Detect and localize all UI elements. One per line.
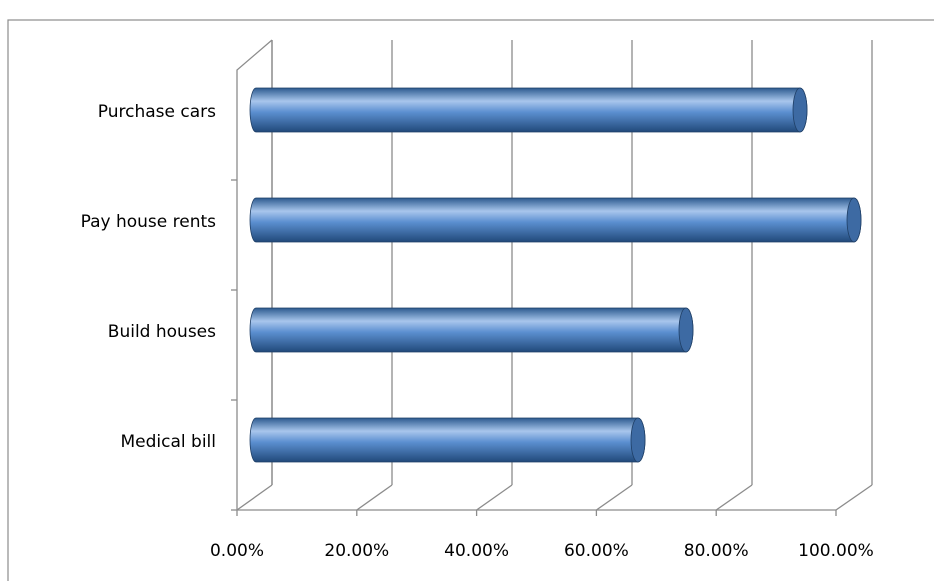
x-tick-label: 40.00% [444, 541, 509, 561]
x-tick-label: 60.00% [564, 541, 629, 561]
y-tick-label: Purchase cars [98, 102, 216, 122]
floor-line [476, 484, 513, 511]
bar [249, 87, 808, 133]
floor-line [835, 484, 873, 511]
floor-line [236, 484, 273, 511]
bar-cap [846, 197, 862, 243]
bar [249, 197, 862, 243]
bar-cap [630, 417, 646, 463]
chart-frame [7, 19, 934, 581]
bar [249, 417, 646, 463]
floor-line [715, 484, 753, 511]
y-tick-label: Build houses [108, 322, 216, 342]
x-tick-label: 80.00% [684, 541, 749, 561]
x-tick-label: 100.00% [798, 541, 874, 561]
y-tick-label: Pay house rents [81, 212, 217, 232]
x-tick-label: 0.00% [210, 541, 264, 561]
floor-line [356, 484, 393, 511]
y-tick-label: Medical bill [121, 432, 217, 452]
x-tick-label: 20.00% [324, 541, 389, 561]
floor-line [596, 484, 633, 511]
bar-cap [792, 87, 808, 133]
bar [249, 307, 694, 353]
bar-cap [678, 307, 694, 353]
